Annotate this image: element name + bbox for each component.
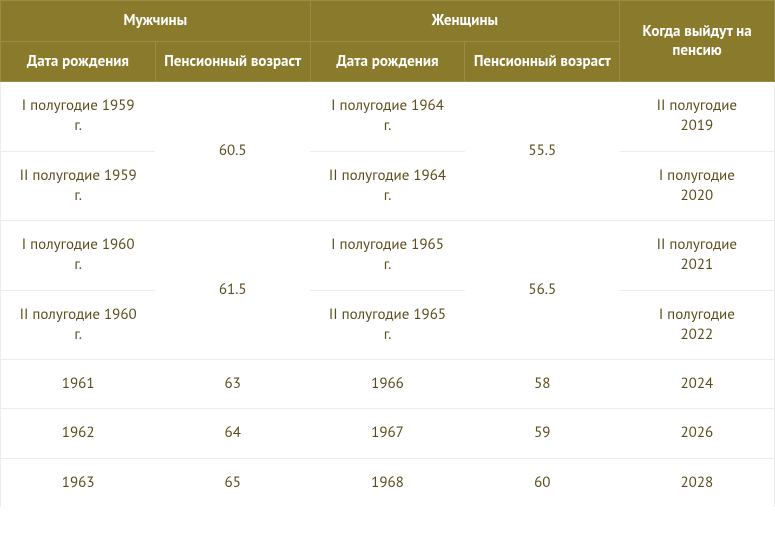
table-cell: 59 xyxy=(465,409,620,458)
table-cell: 63 xyxy=(155,360,310,409)
table-cell: II полугодие 1959г. xyxy=(1,151,156,221)
table-cell: 1968 xyxy=(310,458,465,507)
table-row: 1962641967592026 xyxy=(1,409,775,458)
table-cell: 2028 xyxy=(620,458,775,507)
table-row: 1963651968602028 xyxy=(1,458,775,507)
table-cell: 60 xyxy=(465,458,620,507)
table-cell: I полугодие2020 xyxy=(620,151,775,221)
table-body: I полугодие 1959г.60.5I полугодие 1964г.… xyxy=(1,82,775,507)
table-cell: 1963 xyxy=(1,458,156,507)
table-cell: 55.5 xyxy=(465,82,620,221)
table-cell: 60.5 xyxy=(155,82,310,221)
table-cell: I полугодие 1965г. xyxy=(310,221,465,291)
table-cell: 1966 xyxy=(310,360,465,409)
table-cell: 1967 xyxy=(310,409,465,458)
table-cell: 1962 xyxy=(1,409,156,458)
table-cell: I полугодие 1959г. xyxy=(1,82,156,152)
table-cell: 2026 xyxy=(620,409,775,458)
table-cell: 61.5 xyxy=(155,221,310,360)
table-cell: 56.5 xyxy=(465,221,620,360)
table-row: I полугодие 1960г.61.5I полугодие 1965г.… xyxy=(1,221,775,291)
table-cell: II полугодие 1965г. xyxy=(310,290,465,360)
header-women-age: Пенсионный возраст xyxy=(465,41,620,82)
table-cell: 2024 xyxy=(620,360,775,409)
table-cell: II полугодие2019 xyxy=(620,82,775,152)
table-cell: 64 xyxy=(155,409,310,458)
header-retire-when: Когда выйдут на пенсию xyxy=(620,1,775,82)
table-row: 1961631966582024 xyxy=(1,360,775,409)
table-cell: II полугодие2021 xyxy=(620,221,775,291)
table-row: II полугодие 1960г. II полугодие 1965г. I … xyxy=(1,290,775,360)
header-men: Мужчины xyxy=(1,1,311,42)
header-women: Женщины xyxy=(310,1,620,42)
header-women-birth: Дата рождения xyxy=(310,41,465,82)
pension-table: Мужчины Женщины Когда выйдут на пенсию Д… xyxy=(0,0,775,507)
table-cell: I полугодие 1964г. xyxy=(310,82,465,152)
table-cell: II полугодие 1960г. xyxy=(1,290,156,360)
table-cell: II полугодие 1964г. xyxy=(310,151,465,221)
header-men-birth: Дата рождения xyxy=(1,41,156,82)
header-men-age: Пенсионный возраст xyxy=(155,41,310,82)
table-cell: 1961 xyxy=(1,360,156,409)
table-cell: 58 xyxy=(465,360,620,409)
table-cell: I полугодие2022 xyxy=(620,290,775,360)
table-container: { "colors": { "header_bg": "#8a7a2b", "h… xyxy=(0,0,775,507)
table-row: I полугодие 1959г.60.5I полугодие 1964г.… xyxy=(1,82,775,152)
table-row: II полугодие 1959г. II полугодие 1964г. I … xyxy=(1,151,775,221)
table-cell: I полугодие 1960г. xyxy=(1,221,156,291)
table-cell: 65 xyxy=(155,458,310,507)
